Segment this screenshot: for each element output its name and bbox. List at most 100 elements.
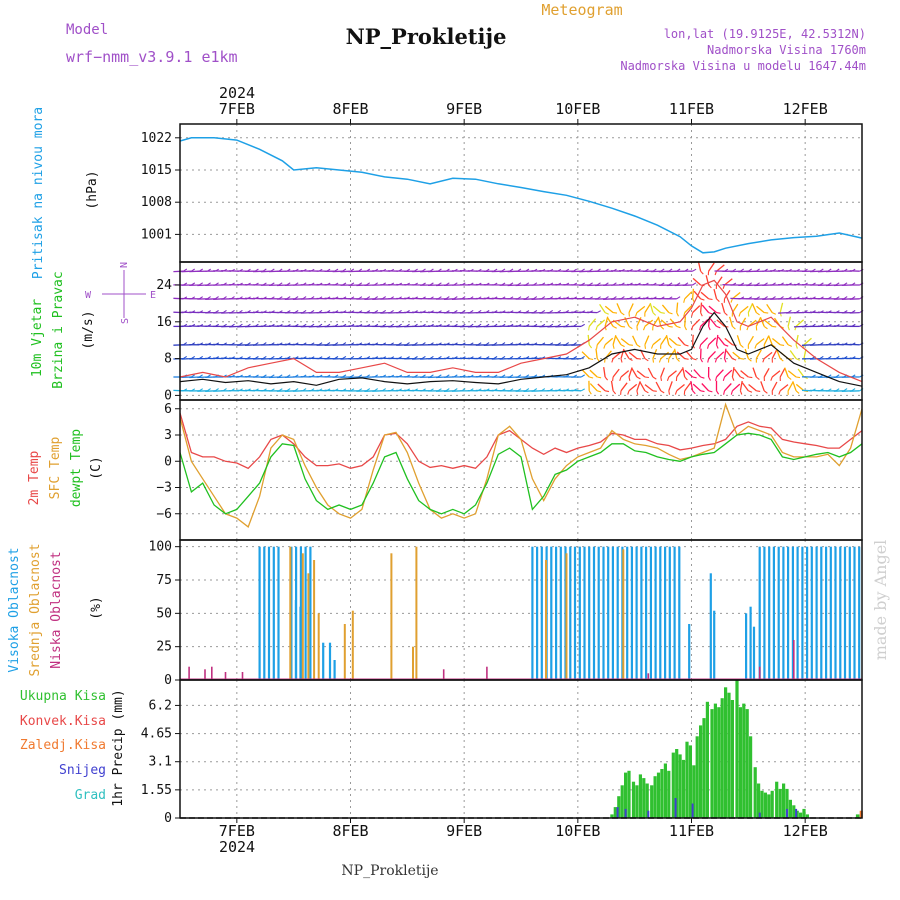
cloud-high-bar	[626, 546, 629, 680]
wind-arrow-barb	[707, 358, 710, 363]
precip-legend: Ukupna Kisa Konvek.Kisa Zaledj.Kisa Snij…	[20, 689, 126, 807]
precip-total-bar	[631, 781, 636, 818]
precip-total-bar	[650, 785, 654, 818]
legend-snow: Snijeg	[59, 763, 106, 778]
y-tick-label: 0	[164, 673, 172, 688]
wind-arrow-barb	[674, 390, 678, 395]
wind-arrow	[755, 349, 762, 359]
y-tick-label: 6	[164, 402, 172, 417]
wind-arrow	[775, 349, 781, 359]
y-tick-label: 0	[164, 454, 172, 469]
precip-total-bar	[753, 767, 757, 818]
wind-arrow-barb	[660, 312, 665, 314]
cloud-high-bar	[768, 546, 771, 680]
wind-arrow-barb	[708, 284, 712, 289]
precip-total-bar	[785, 788, 789, 818]
wind-arrow-barb	[668, 390, 671, 395]
temp-dewpt-line	[179, 432, 863, 515]
wind-arrow-barb	[764, 312, 769, 314]
cloud-high-bar	[569, 546, 572, 680]
wind-arrow-barb	[588, 390, 592, 395]
precip-total-bar	[653, 776, 657, 818]
wind-arrow	[615, 335, 622, 346]
wind-arrow	[604, 337, 614, 346]
wind-arrow-barb	[597, 390, 602, 393]
wind-arrow-barb	[691, 312, 694, 317]
wind-arrow-barb	[747, 358, 752, 362]
x-tick-label-bottom: 10FEB	[555, 822, 600, 840]
wind-arrow-barb	[748, 268, 752, 272]
wind-arrow	[787, 381, 794, 392]
wind-arrow-barb	[795, 390, 800, 394]
cloud-high-bar	[640, 546, 643, 680]
clouds-ylabel-mid: Srednja Oblacnost	[28, 543, 43, 676]
wind-arrow-barb	[787, 326, 790, 331]
wind-arrow	[795, 334, 799, 345]
precip-total-bar	[720, 698, 724, 818]
cloud-high-bar	[791, 546, 794, 680]
wind-arrow-barb	[366, 296, 371, 300]
precip-total-bar	[757, 783, 761, 818]
wind-arrow-barb	[611, 358, 614, 363]
wind-arrow	[628, 383, 638, 392]
axis-layer: 1022101510081001241680630−3−610075502506…	[141, 100, 828, 840]
wind-arrow-barb	[740, 376, 745, 380]
wind-arrow-barb	[772, 325, 777, 328]
precip-total-bar	[710, 709, 714, 818]
wind-arrow	[708, 305, 717, 314]
y-tick-label: 3	[164, 428, 172, 443]
wind-arrow-barb	[389, 309, 394, 314]
wind-arrow	[784, 367, 789, 378]
cloud-high-bar	[630, 546, 633, 680]
wind-arrow	[693, 369, 702, 378]
wind-arrow-barb	[795, 344, 798, 349]
precip-total-bar	[738, 707, 742, 818]
cloud-mid-bar	[351, 610, 354, 680]
cloud-low-bar	[204, 669, 206, 680]
wind-ylabel-line2: Brzina i Pravac	[51, 271, 66, 388]
wind-arrow	[725, 350, 733, 359]
precip-total-bar	[638, 774, 642, 818]
wind-arrow-barb	[589, 376, 594, 379]
wind-arrow	[747, 335, 754, 346]
cloud-high-bar	[277, 546, 280, 680]
cloud-mid-bar	[301, 553, 304, 680]
wind-arrow	[661, 304, 670, 314]
x-tick-label-top: 8FEB	[332, 100, 368, 118]
precip-total-bar	[717, 707, 721, 818]
wind-arrow	[792, 381, 797, 392]
cloud-high-bar	[815, 546, 818, 680]
y-tick-label: 8	[164, 352, 172, 367]
wind-arrow-barb	[342, 355, 347, 360]
y-tick-label: 1008	[141, 195, 172, 210]
cloud-high-bar	[540, 546, 543, 680]
wind-arrow-barb	[485, 342, 490, 346]
wind-arrow-barb	[692, 282, 697, 286]
wind-arrow	[739, 305, 749, 314]
x-tick-label-top: 7FEB	[219, 100, 255, 118]
wind-ylabel-line1: 10m Vjetar	[30, 299, 45, 377]
wind-arrow-barb	[604, 390, 610, 393]
y-tick-label: 4.65	[141, 727, 172, 742]
cloud-high-bar	[258, 546, 261, 680]
wind-arrow	[631, 368, 638, 378]
wind-arrow	[660, 367, 666, 378]
wind-arrow-barb	[604, 358, 606, 363]
wind-arrow	[787, 370, 797, 378]
precip-total-bar	[675, 749, 679, 818]
precip-total-bar	[699, 725, 703, 818]
wind-arrow	[685, 350, 694, 360]
wind-arrow-barb	[342, 268, 347, 272]
wind-arrow-barb	[692, 376, 697, 379]
wind-arrow-barb	[350, 374, 355, 378]
cloud-high-bar	[299, 606, 302, 680]
precip-total-bar	[763, 792, 767, 818]
cloud-high-bar	[858, 546, 861, 680]
wind-arrow	[684, 305, 693, 314]
wind-arrow-barb	[628, 344, 633, 346]
cloud-high-bar	[531, 546, 534, 680]
wind-arrow-barb	[770, 376, 773, 381]
precip-total-bar	[778, 788, 782, 818]
wind-arrow-barb	[620, 312, 625, 316]
wind-arrow-barb	[572, 342, 577, 346]
